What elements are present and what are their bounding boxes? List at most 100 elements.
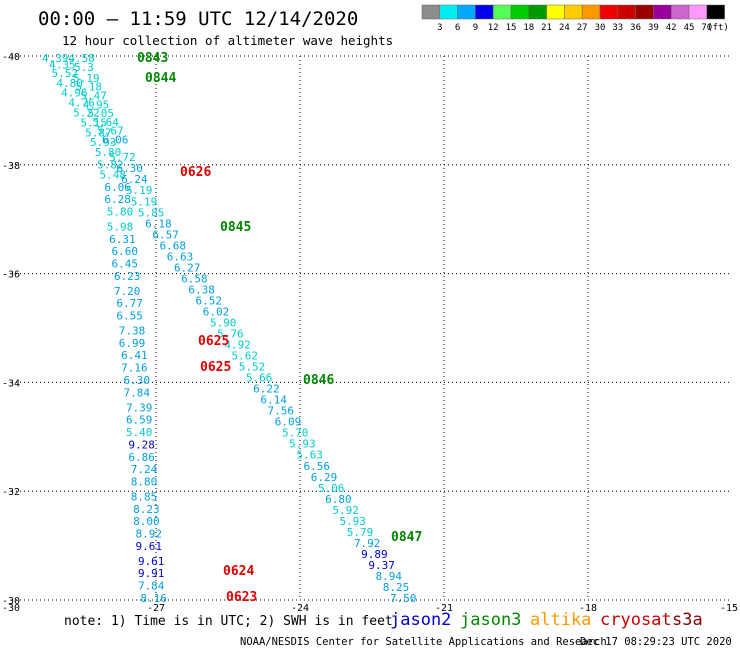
color-scale-label: 21 <box>541 23 552 33</box>
wave-height-value: 5.52 <box>239 361 266 374</box>
y-tick-label: -32 <box>2 487 20 498</box>
wave-height-value: 4.96 <box>61 87 88 100</box>
wave-height-value: 6.31 <box>109 233 136 246</box>
wave-height-value: 6.41 <box>121 349 148 362</box>
wave-height-value: 6.52 <box>196 294 223 307</box>
color-scale-label: 36 <box>630 23 641 33</box>
x-tick-label: -15 <box>720 603 738 614</box>
color-scale-label: 24 <box>559 23 570 33</box>
wave-height-value: 8.23 <box>133 503 160 516</box>
color-scale-swatch <box>706 4 725 20</box>
wave-height-value: 5.76 <box>217 328 244 341</box>
wave-height-value: 5.66 <box>246 372 273 385</box>
x-tick-label: -24 <box>291 603 309 614</box>
wave-height-value: 5.64 <box>92 116 119 129</box>
wave-height-value: 7.50 <box>390 592 417 605</box>
grid <box>12 55 732 601</box>
color-scale-swatch <box>439 4 458 20</box>
color-scale-label: 9 <box>473 23 478 33</box>
wave-height-value: 5.80 <box>107 206 134 219</box>
wave-height-value: 7.24 <box>131 463 158 476</box>
color-scale-swatch <box>581 4 601 20</box>
data-points: 4.394.355.524.804.964.765.225.155.875.93… <box>42 52 417 605</box>
color-scale-label: 27 <box>577 23 588 33</box>
color-scale-label: 30 <box>595 23 606 33</box>
wave-height-value: 7.84 <box>138 580 165 593</box>
color-scale-swatch <box>492 4 512 20</box>
wave-height-value: 6.23 <box>114 270 141 283</box>
color-scale-label: 15 <box>506 23 517 33</box>
wave-height-value: 5.19 <box>126 184 153 197</box>
color-scale-swatch <box>635 4 654 20</box>
credit-line: NOAA/NESDIS Center for Satellite Applica… <box>240 636 607 648</box>
color-scale-swatch <box>457 4 476 20</box>
wave-height-value: 5.47 <box>80 89 107 102</box>
wave-height-value: 5.06 <box>318 482 345 495</box>
wave-height-value: 7.16 <box>121 362 148 375</box>
wave-height-value: 5.62 <box>232 350 259 363</box>
wave-height-value: 8.85 <box>131 490 158 503</box>
wave-height-value: 5.18 <box>76 81 103 94</box>
color-scale-swatch <box>599 4 619 20</box>
wave-height-value: 6.09 <box>275 416 302 429</box>
wave-height-value: 5.90 <box>210 316 237 329</box>
y-tick-label: -34 <box>2 378 20 389</box>
y-tick-label: -38 <box>2 161 20 172</box>
wave-height-value: 8.00 <box>133 515 160 528</box>
color-scale-label: 18 <box>523 23 534 33</box>
wave-height-value: 6.02 <box>203 305 230 318</box>
color-scale-swatch <box>653 4 672 20</box>
wave-height-value: 4.35 <box>49 58 76 71</box>
wave-height-value: 5.63 <box>296 449 323 462</box>
wave-height-value: 6.29 <box>311 471 338 484</box>
wave-height-value: 6.30 <box>116 162 143 175</box>
wave-height-value: 7.92 <box>354 537 381 550</box>
wave-height-value: 6.30 <box>124 374 151 387</box>
color-scale-label: 12 <box>488 23 499 33</box>
wave-height-value: 6.06 <box>104 181 131 194</box>
wave-height-value: 6.45 <box>112 258 139 271</box>
wave-height-value: 7.84 <box>124 386 151 399</box>
color-scale-swatch <box>528 4 547 20</box>
color-scale-swatch <box>475 4 494 20</box>
wave-height-value: 5.82 <box>97 159 124 172</box>
x-tick-label: -30 <box>2 603 20 614</box>
wave-height-value: 8.25 <box>383 581 410 594</box>
wave-height-value: 5.85 <box>138 206 165 219</box>
legend-item-cryosat: cryosat <box>600 610 672 630</box>
wave-height-value: 6.68 <box>160 239 187 252</box>
wave-height-value: 5.92 <box>332 504 359 517</box>
color-scale-swatch <box>617 4 636 20</box>
wave-height-value: 4.95 <box>83 98 110 111</box>
footnote: note: 1) Time is in UTC; 2) SWH is in fe… <box>64 614 393 629</box>
wave-height-value: 6.22 <box>253 383 280 396</box>
wave-height-value: 7.56 <box>268 405 295 418</box>
wave-height-value: 7.39 <box>126 401 153 414</box>
wave-height-value: 9.61 <box>138 555 165 568</box>
pass-label: 0844 <box>145 71 176 86</box>
x-tick-label: -27 <box>147 603 165 614</box>
wave-height-value: 6.59 <box>126 414 153 427</box>
wave-height-value: 6.80 <box>325 493 352 506</box>
color-scale-unit: (ft) <box>707 23 729 33</box>
color-scale-label: 6 <box>455 23 460 33</box>
wave-height-value: 9.91 <box>138 567 165 580</box>
color-scale-swatch <box>564 4 583 20</box>
wave-height-value: 4.92 <box>224 339 251 352</box>
color-scale-label: 42 <box>666 23 677 33</box>
satellite-legend: jason2 jason3 altika cryosat s3a <box>390 610 703 630</box>
chart-subtitle: 12 hour collection of altimeter wave hei… <box>62 33 393 48</box>
chart-title: 00:00 – 11:59 UTC 12/14/2020 <box>38 8 358 30</box>
legend-item-s3a: s3a <box>672 610 703 630</box>
wave-height-value: 6.14 <box>260 394 287 407</box>
wave-height-value: 8.80 <box>131 476 158 489</box>
wave-height-value: 5.48 <box>100 168 127 181</box>
wave-height-value: 6.86 <box>128 451 155 464</box>
wave-height-value: 7.20 <box>114 285 141 298</box>
wave-height-value: 6.77 <box>116 297 143 310</box>
wave-height-value: 5.40 <box>126 426 153 439</box>
wave-height-value: 6.99 <box>119 337 146 350</box>
wave-height-value: 4.39 <box>42 52 69 65</box>
wave-height-value: 9.37 <box>368 559 395 572</box>
legend-item-jason3: jason3 <box>460 610 521 630</box>
